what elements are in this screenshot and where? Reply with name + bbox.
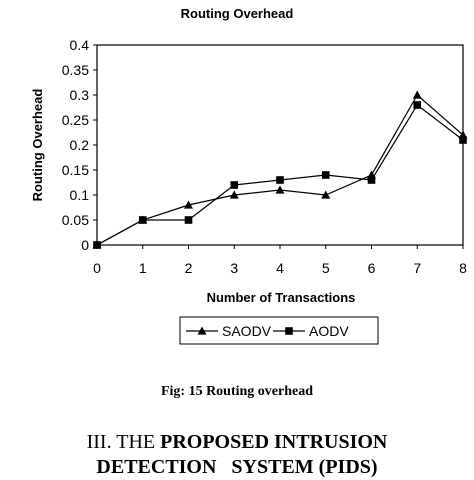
figure-caption: Fig: 15 Routing overhead <box>160 384 314 399</box>
routing-overhead-chart: Routing Overhead Routing Overhead Number… <box>30 6 468 345</box>
data-point-aodv <box>367 176 376 184</box>
x-axis-ticks: 0 1 2 3 4 5 6 7 8 <box>93 245 467 276</box>
chart-legend: SAODV AODV <box>179 316 379 345</box>
y-tick-label: 0.15 <box>62 162 89 178</box>
x-tick-label: 8 <box>459 260 467 276</box>
x-tick-label: 7 <box>413 260 421 276</box>
y-tick-label: 0.05 <box>62 212 89 228</box>
data-point-aodv <box>230 181 239 189</box>
data-point-saodv <box>229 190 239 199</box>
data-point-aodv <box>93 241 101 249</box>
x-tick-label: 5 <box>322 260 330 276</box>
x-tick-label: 1 <box>139 260 147 276</box>
data-point-saodv <box>321 190 331 199</box>
x-axis-label: Number of Transactions <box>207 290 356 305</box>
data-point-aodv <box>184 216 193 224</box>
y-tick-label: 0.2 <box>70 137 90 153</box>
section-heading: III. THE PROPOSED INTRUSION DETECTION SY… <box>0 430 474 480</box>
series-line-aodv <box>96 104 464 246</box>
chart-axes <box>96 44 464 246</box>
x-tick-label: 2 <box>185 260 193 276</box>
y-tick-label: 0.3 <box>70 87 90 103</box>
x-tick-label: 0 <box>93 260 101 276</box>
y-tick-label: 0.1 <box>70 187 90 203</box>
legend-label-saodv: SAODV <box>222 323 272 339</box>
data-point-aodv <box>138 216 147 224</box>
y-tick-label: 0 <box>81 237 89 253</box>
section-heading-bold-1: PROPOSED INTRUSION <box>160 431 388 453</box>
y-tick-label: 0.25 <box>62 112 89 128</box>
y-tick-label: 0.4 <box>70 37 90 53</box>
square-marker <box>285 327 293 335</box>
chart-title: Routing Overhead <box>181 6 294 21</box>
data-point-saodv <box>184 200 193 209</box>
x-tick-label: 4 <box>276 260 284 276</box>
y-axis-ticks: 0 0.05 0.1 0.15 0.2 0.25 0.3 0.35 0.4 <box>62 37 97 253</box>
y-tick-label: 0.35 <box>62 62 89 78</box>
chart-series <box>92 90 468 249</box>
data-point-aodv <box>459 136 467 144</box>
plot-frame <box>96 44 464 246</box>
data-point-saodv <box>412 90 422 99</box>
data-point-aodv <box>413 101 422 109</box>
x-tick-label: 6 <box>368 260 376 276</box>
data-point-aodv <box>276 176 284 184</box>
section-heading-bold-2: DETECTION SYSTEM (PIDS) <box>96 456 378 478</box>
data-point-saodv <box>275 185 285 194</box>
data-point-aodv <box>321 171 330 179</box>
triangle-marker <box>197 326 207 335</box>
legend-label-aodv: AODV <box>309 323 349 339</box>
section-heading-prefix: III. THE <box>86 431 161 453</box>
x-tick-label: 3 <box>230 260 238 276</box>
y-axis-label: Routing Overhead <box>30 89 45 202</box>
series-line-saodv <box>96 94 464 246</box>
